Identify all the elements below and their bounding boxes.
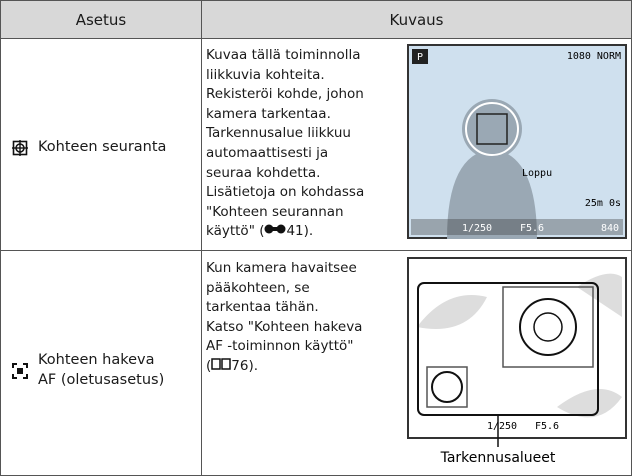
screen-text: 840: [601, 223, 619, 234]
screen-text: Loppu: [522, 168, 552, 179]
setting-line: Kohteen seuranta: [38, 139, 167, 155]
header-cell: Asetus: [0, 0, 202, 39]
text-line: AF (oletusasetus): [38, 372, 165, 388]
ref-icon: [211, 358, 232, 370]
text-line: seuraa kohdetta.: [206, 164, 321, 181]
screen-text: F5.6: [535, 421, 559, 432]
text: (: [206, 357, 212, 374]
icon: [12, 140, 28, 156]
description: Kuvaa tällä toiminnolla liikkuvia kohteit…: [206, 46, 364, 242]
text-line: tarkentaa tähän.: [206, 299, 319, 316]
text-line: Tarkennusalue liikkuu: [206, 125, 351, 142]
setting-name: Kohteen seuranta: [38, 137, 166, 157]
text-line: Kun kamera havaitsee: [206, 260, 357, 276]
camera-screen: 1/250 F5.6 Tarkennusalueet: [407, 257, 627, 466]
description: Kun kamera havaitsee pääkohteen, se tarken…: [206, 259, 362, 377]
text-line: Kohteen hakeva: [38, 352, 155, 368]
header-text: Asetus: [75, 10, 127, 29]
icon: [12, 363, 28, 379]
description-line: (76).: [206, 357, 362, 377]
text-line: liikkuvia kohteita.: [206, 66, 325, 83]
text-line: kamera tarkentaa.: [206, 105, 331, 122]
screen-text: 1/250: [487, 421, 517, 432]
screen-text: F5.6: [520, 223, 544, 234]
header-text: Kuvaus: [389, 10, 444, 29]
camera-screen: P 1080 NORM Loppu 25m 0s 1/250 F5.6 840: [407, 44, 627, 239]
text: 41).: [286, 223, 314, 240]
text-line: Katso "Kohteen hakeva: [206, 318, 363, 335]
header-cell: Kuvaus: [201, 0, 632, 39]
text-line: Kuvaa tällä toiminnolla: [206, 47, 361, 63]
text-line: "Kohteen seurannan: [206, 203, 344, 220]
text-line: Lisätietoja on kohdassa: [206, 184, 365, 201]
text-line: pääkohteen, se: [206, 279, 310, 296]
text: käyttö" (: [206, 223, 265, 240]
text-line: automaattisesti ja: [206, 144, 329, 161]
screen-text: 1080 NORM: [567, 51, 621, 62]
screen-text: 25m 0s: [585, 198, 621, 209]
text-line: Rekisteröi kohde, johon: [206, 86, 364, 103]
description-lines: Kun kamera havaitsee pääkohteen, se tarken…: [206, 259, 362, 357]
setting-name: Kohteen hakeva AF (oletusasetus): [38, 350, 164, 390]
caption: Tarkennusalueet: [440, 450, 556, 466]
text: 76).: [231, 357, 259, 374]
text-line: AF -toiminnon käyttö": [206, 338, 354, 355]
screen-text: 1/250: [462, 223, 492, 234]
description-lines: Kuvaa tällä toiminnolla liikkuvia kohteit…: [206, 46, 364, 222]
mode: P: [417, 52, 423, 63]
description-line: käyttö" ( 41).: [206, 222, 364, 242]
ref-icon: [264, 224, 286, 234]
